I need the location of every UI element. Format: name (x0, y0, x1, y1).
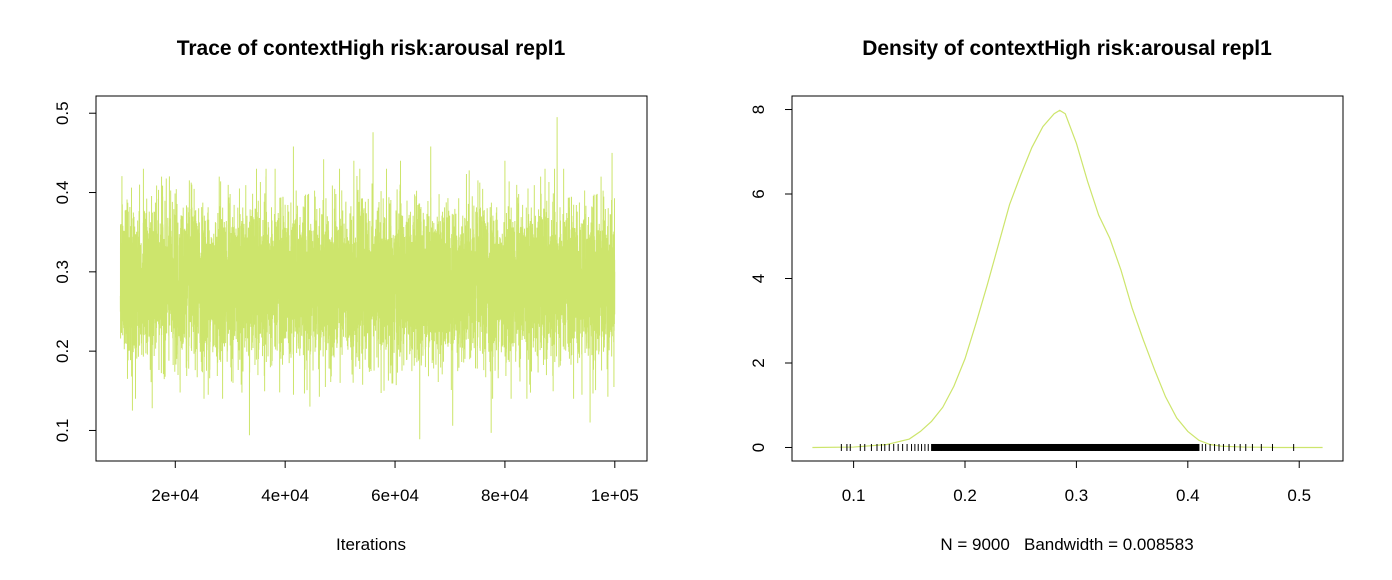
trace-y-axis: 0.1 0.2 0.3 0.4 0.5 (53, 101, 96, 442)
density-curve (812, 109, 1323, 449)
x-tick-label: 0.4 (1176, 486, 1200, 505)
density-x-axis: 0.1 0.2 0.3 0.4 0.5 (842, 461, 1311, 505)
trace-title: Trace of contextHigh risk:arousal repl1 (177, 37, 566, 60)
x-tick-label: 4e+04 (261, 486, 309, 505)
y-tick-label: 8 (749, 105, 768, 114)
x-tick-label: 2e+04 (151, 486, 199, 505)
y-tick-label: 6 (749, 189, 768, 198)
density-x-axis-label: N = 9000 Bandwidth = 0.008583 (940, 535, 1193, 554)
y-tick-label: 0.5 (53, 101, 72, 125)
trace-panel: Trace of contextHigh risk:arousal repl1 … (53, 37, 648, 554)
y-tick-label: 0.1 (53, 419, 72, 443)
y-tick-label: 4 (749, 274, 768, 283)
trace-x-axis-label: Iterations (336, 535, 406, 554)
x-tick-label: 0.1 (842, 486, 866, 505)
x-tick-label: 0.3 (1065, 486, 1089, 505)
x-tick-label: 0.5 (1287, 486, 1311, 505)
y-tick-label: 0.2 (53, 339, 72, 363)
y-tick-label: 0.4 (53, 181, 72, 205)
x-tick-label: 1e+05 (591, 486, 639, 505)
y-tick-label: 2 (749, 358, 768, 367)
x-tick-label: 6e+04 (371, 486, 419, 505)
density-y-axis: 0 2 4 6 8 (749, 105, 792, 452)
y-tick-label: 0 (749, 443, 768, 452)
trace-x-axis: 2e+04 4e+04 6e+04 8e+04 1e+05 (151, 461, 639, 505)
y-tick-label: 0.3 (53, 260, 72, 284)
density-rug (840, 443, 1295, 451)
x-tick-label: 0.2 (953, 486, 977, 505)
density-panel: Density of contextHigh risk:arousal repl… (749, 37, 1344, 554)
trace-plot-area (119, 117, 616, 440)
density-plot-frame (791, 95, 1344, 462)
density-plot-area (812, 109, 1323, 451)
x-tick-label: 8e+04 (481, 486, 529, 505)
trace-plot-frame (95, 95, 648, 462)
trace-series-line (119, 117, 616, 440)
density-title: Density of contextHigh risk:arousal repl… (862, 37, 1272, 60)
rug-dense-band (931, 443, 1199, 451)
